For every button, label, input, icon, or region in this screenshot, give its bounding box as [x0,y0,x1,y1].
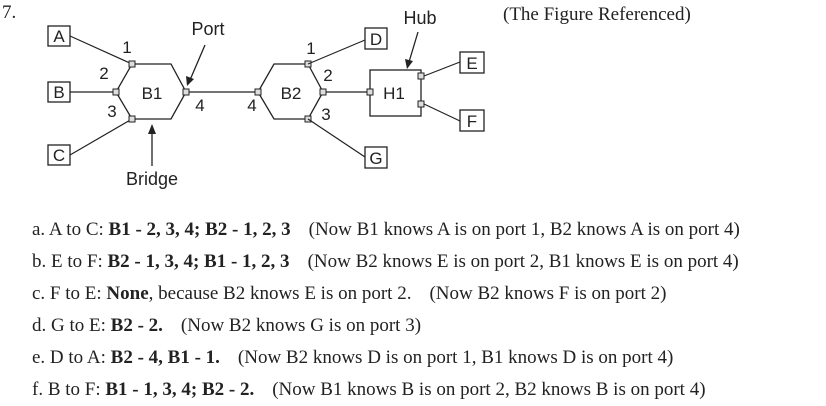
hub-h1-label: H1 [383,84,405,103]
station-a: A [47,25,71,47]
station-d-label: D [370,30,382,49]
answer-note: (Now B2 knows E is on port 2, B1 knows E… [307,251,739,272]
port-callout-arrow [189,44,206,81]
answer-bold: B1 - 2, 3, 4; B2 - 1, 2, 3 [108,219,291,240]
station-e-label: E [466,54,477,73]
answer-item: f. B to F: B1 - 1, 3, 4; B2 - 2. (Now B1 … [32,374,740,406]
b1-port-1 [128,60,136,68]
figure-caption: (The Figure Referenced) [503,4,691,25]
b2-port-2-label: 2 [323,66,332,85]
station-c-label: C [53,146,65,165]
answer-list: a. A to C: B1 - 2, 3, 4; B2 - 1, 2, 3 (No… [32,214,740,406]
port-callout-label: Port [191,19,224,39]
answer-bold: B2 - 2. [110,315,163,336]
station-d: D [364,27,388,50]
b1-port-3-label: 3 [107,102,116,121]
station-e: E [459,51,485,74]
b1-port-3 [128,115,136,123]
link-b2-d [307,39,366,65]
station-b-label: B [53,83,64,102]
bridge-callout-label: Bridge [126,169,178,189]
answer-prefix: b. E to F: [32,251,108,272]
answer-note: (Now B1 knows B is on port 2, B2 knows B… [272,379,706,400]
answer-prefix: d. G to E: [32,315,111,336]
b1-port-4-label: 4 [195,96,204,115]
station-c: C [47,144,71,166]
link-b2-g [307,118,366,158]
answer-bold: None [106,283,149,304]
h1-port-top [417,72,425,80]
b2-port-1 [304,60,312,68]
bridge-b1-label: B1 [142,84,163,103]
answer-prefix: a. A to C: [32,219,109,240]
answer-bold: B1 - 1, 3, 4; B2 - 2. [105,379,255,400]
b2-port-4 [254,88,262,96]
answer-bold: B2 - 1, 3, 4; B1 - 1, 2, 3 [107,251,290,272]
h1-port-bottom [417,100,425,108]
bridge-b1: B1 1 2 3 4 [99,38,205,123]
b2-port-3-label: 3 [321,105,330,124]
station-f-label: F [467,112,477,131]
link-a-b1 [69,35,133,65]
station-a-label: A [53,27,65,46]
station-b: B [47,81,71,103]
answer-note: (Now B2 knows D is on port 1, B1 knows D… [237,347,674,368]
answer-prefix: c. F to E: [32,283,107,304]
answer-note: (Now B2 knows F is on port 2) [429,283,667,304]
answer-item: c. F to E: None, because B2 knows E is o… [32,278,740,310]
answer-item: b. E to F: B2 - 1, 3, 4; B1 - 1, 2, 3 (No… [32,246,740,278]
answer-bold: B2 - 4, B1 - 1. [110,347,220,368]
bridge-callout-arrowhead [148,124,156,134]
port-callout-arrowhead [186,76,194,86]
station-g: G [364,146,388,169]
link-h1-e [423,61,461,77]
link-c-b1 [69,118,133,156]
station-f: F [459,109,485,132]
b2-port-2 [319,88,327,96]
station-g-label: G [369,149,382,168]
b1-port-1-label: 1 [122,38,131,57]
answer-note: (Now B2 knows G is on port 3) [180,315,422,336]
hub-callout-arrowhead [405,59,413,69]
hub-callout-label: Hub [403,8,436,28]
answer-item: d. G to E: B2 - 2. (Now B2 knows G is on … [32,310,740,342]
b2-port-1-label: 1 [306,39,315,58]
question-number: 7. [2,2,17,23]
answer-prefix: e. D to A: [32,347,111,368]
bridge-b2-label: B2 [281,84,302,103]
b1-port-2 [112,88,120,96]
link-h1-f [423,103,461,122]
answer-item: a. A to C: B1 - 2, 3, 4; B2 - 1, 2, 3 (No… [32,214,740,246]
b2-port-4-label: 4 [247,96,256,115]
bridge-b2: B2 1 2 3 4 [247,39,332,124]
hub-callout-arrow [408,31,419,63]
b1-port-4 [182,88,190,96]
answer-mid: , because B2 knows E is on port 2. [148,283,412,304]
hub-h1: H1 [366,69,425,117]
answer-prefix: f. B to F: [32,379,106,400]
b1-port-2-label: 2 [99,64,108,83]
h1-port-left [366,88,374,96]
answer-item: e. D to A: B2 - 4, B1 - 1. (Now B2 knows … [32,342,740,374]
answer-note: (Now B1 knows A is on port 1, B2 knows A… [308,219,740,240]
